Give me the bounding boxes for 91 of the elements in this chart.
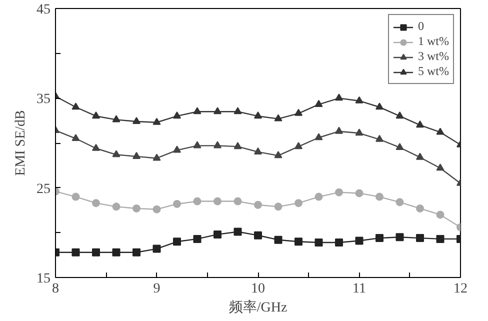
point bbox=[376, 102, 384, 110]
point bbox=[294, 199, 302, 208]
point bbox=[274, 236, 282, 244]
point bbox=[314, 192, 323, 201]
y-tick-label: 45 bbox=[36, 2, 50, 18]
x-tick-label: 12 bbox=[454, 282, 468, 296]
point bbox=[254, 112, 262, 119]
point bbox=[436, 128, 444, 135]
point bbox=[335, 188, 343, 196]
y-tick-label: 25 bbox=[36, 182, 50, 197]
legend-label: 5 wt% bbox=[418, 64, 449, 79]
point bbox=[274, 114, 282, 122]
point bbox=[274, 202, 282, 211]
point bbox=[294, 108, 302, 116]
point bbox=[396, 112, 404, 119]
point bbox=[132, 248, 140, 256]
point bbox=[335, 126, 343, 134]
point bbox=[132, 152, 140, 159]
legend-label: 3 wt% bbox=[418, 49, 449, 64]
y-tick-label: 15 bbox=[36, 272, 50, 286]
point bbox=[234, 228, 242, 236]
point bbox=[152, 205, 161, 214]
point bbox=[396, 198, 404, 206]
point bbox=[173, 146, 181, 153]
point bbox=[152, 154, 161, 161]
point bbox=[254, 231, 262, 240]
y-axis-title: EMI SE/dB bbox=[14, 110, 28, 176]
point bbox=[234, 197, 242, 206]
point bbox=[416, 234, 424, 242]
point bbox=[355, 189, 364, 198]
point bbox=[376, 192, 384, 201]
x-tick-label: 8 bbox=[52, 282, 59, 296]
point bbox=[132, 116, 140, 124]
point bbox=[396, 233, 404, 242]
point bbox=[294, 142, 302, 150]
point bbox=[314, 133, 323, 140]
point bbox=[355, 96, 364, 104]
point bbox=[214, 197, 222, 206]
point bbox=[355, 128, 364, 136]
point bbox=[72, 102, 80, 110]
point bbox=[234, 107, 242, 114]
point bbox=[436, 210, 444, 219]
legend-label: 0 bbox=[418, 19, 425, 34]
point bbox=[214, 107, 222, 114]
point bbox=[416, 152, 424, 160]
point bbox=[254, 147, 262, 154]
point bbox=[72, 134, 80, 142]
point bbox=[396, 142, 404, 150]
point bbox=[72, 192, 80, 201]
y-tick-label: 35 bbox=[36, 92, 50, 108]
point bbox=[193, 107, 202, 114]
point bbox=[314, 100, 323, 107]
point bbox=[254, 200, 262, 209]
point bbox=[92, 248, 100, 256]
point bbox=[152, 118, 161, 125]
x-tick-label: 10 bbox=[251, 282, 265, 296]
point bbox=[436, 164, 444, 171]
point bbox=[112, 202, 120, 211]
point bbox=[72, 248, 80, 256]
point bbox=[193, 234, 202, 243]
point bbox=[92, 199, 100, 208]
x-axis-title: 频率/GHz bbox=[228, 300, 288, 316]
point bbox=[193, 141, 202, 148]
point bbox=[376, 234, 384, 242]
legend-label: 1 wt% bbox=[418, 34, 449, 49]
point bbox=[335, 94, 343, 101]
point bbox=[173, 200, 181, 208]
point bbox=[355, 236, 364, 245]
point bbox=[92, 144, 100, 151]
point bbox=[112, 115, 120, 122]
point bbox=[132, 204, 140, 212]
point bbox=[416, 204, 424, 212]
point bbox=[436, 234, 444, 243]
point bbox=[214, 230, 222, 238]
point bbox=[193, 197, 202, 206]
point bbox=[335, 238, 343, 247]
point bbox=[214, 141, 222, 148]
point bbox=[112, 248, 120, 256]
point bbox=[274, 151, 282, 158]
point bbox=[92, 112, 100, 119]
point bbox=[314, 238, 323, 247]
point bbox=[294, 238, 302, 246]
point bbox=[376, 134, 384, 142]
point bbox=[416, 120, 424, 128]
x-tick-label: 9 bbox=[153, 282, 160, 296]
point bbox=[234, 142, 242, 150]
point bbox=[112, 150, 120, 158]
point bbox=[173, 112, 181, 119]
point bbox=[152, 244, 161, 253]
point bbox=[173, 238, 181, 246]
x-tick-label: 11 bbox=[352, 282, 366, 296]
